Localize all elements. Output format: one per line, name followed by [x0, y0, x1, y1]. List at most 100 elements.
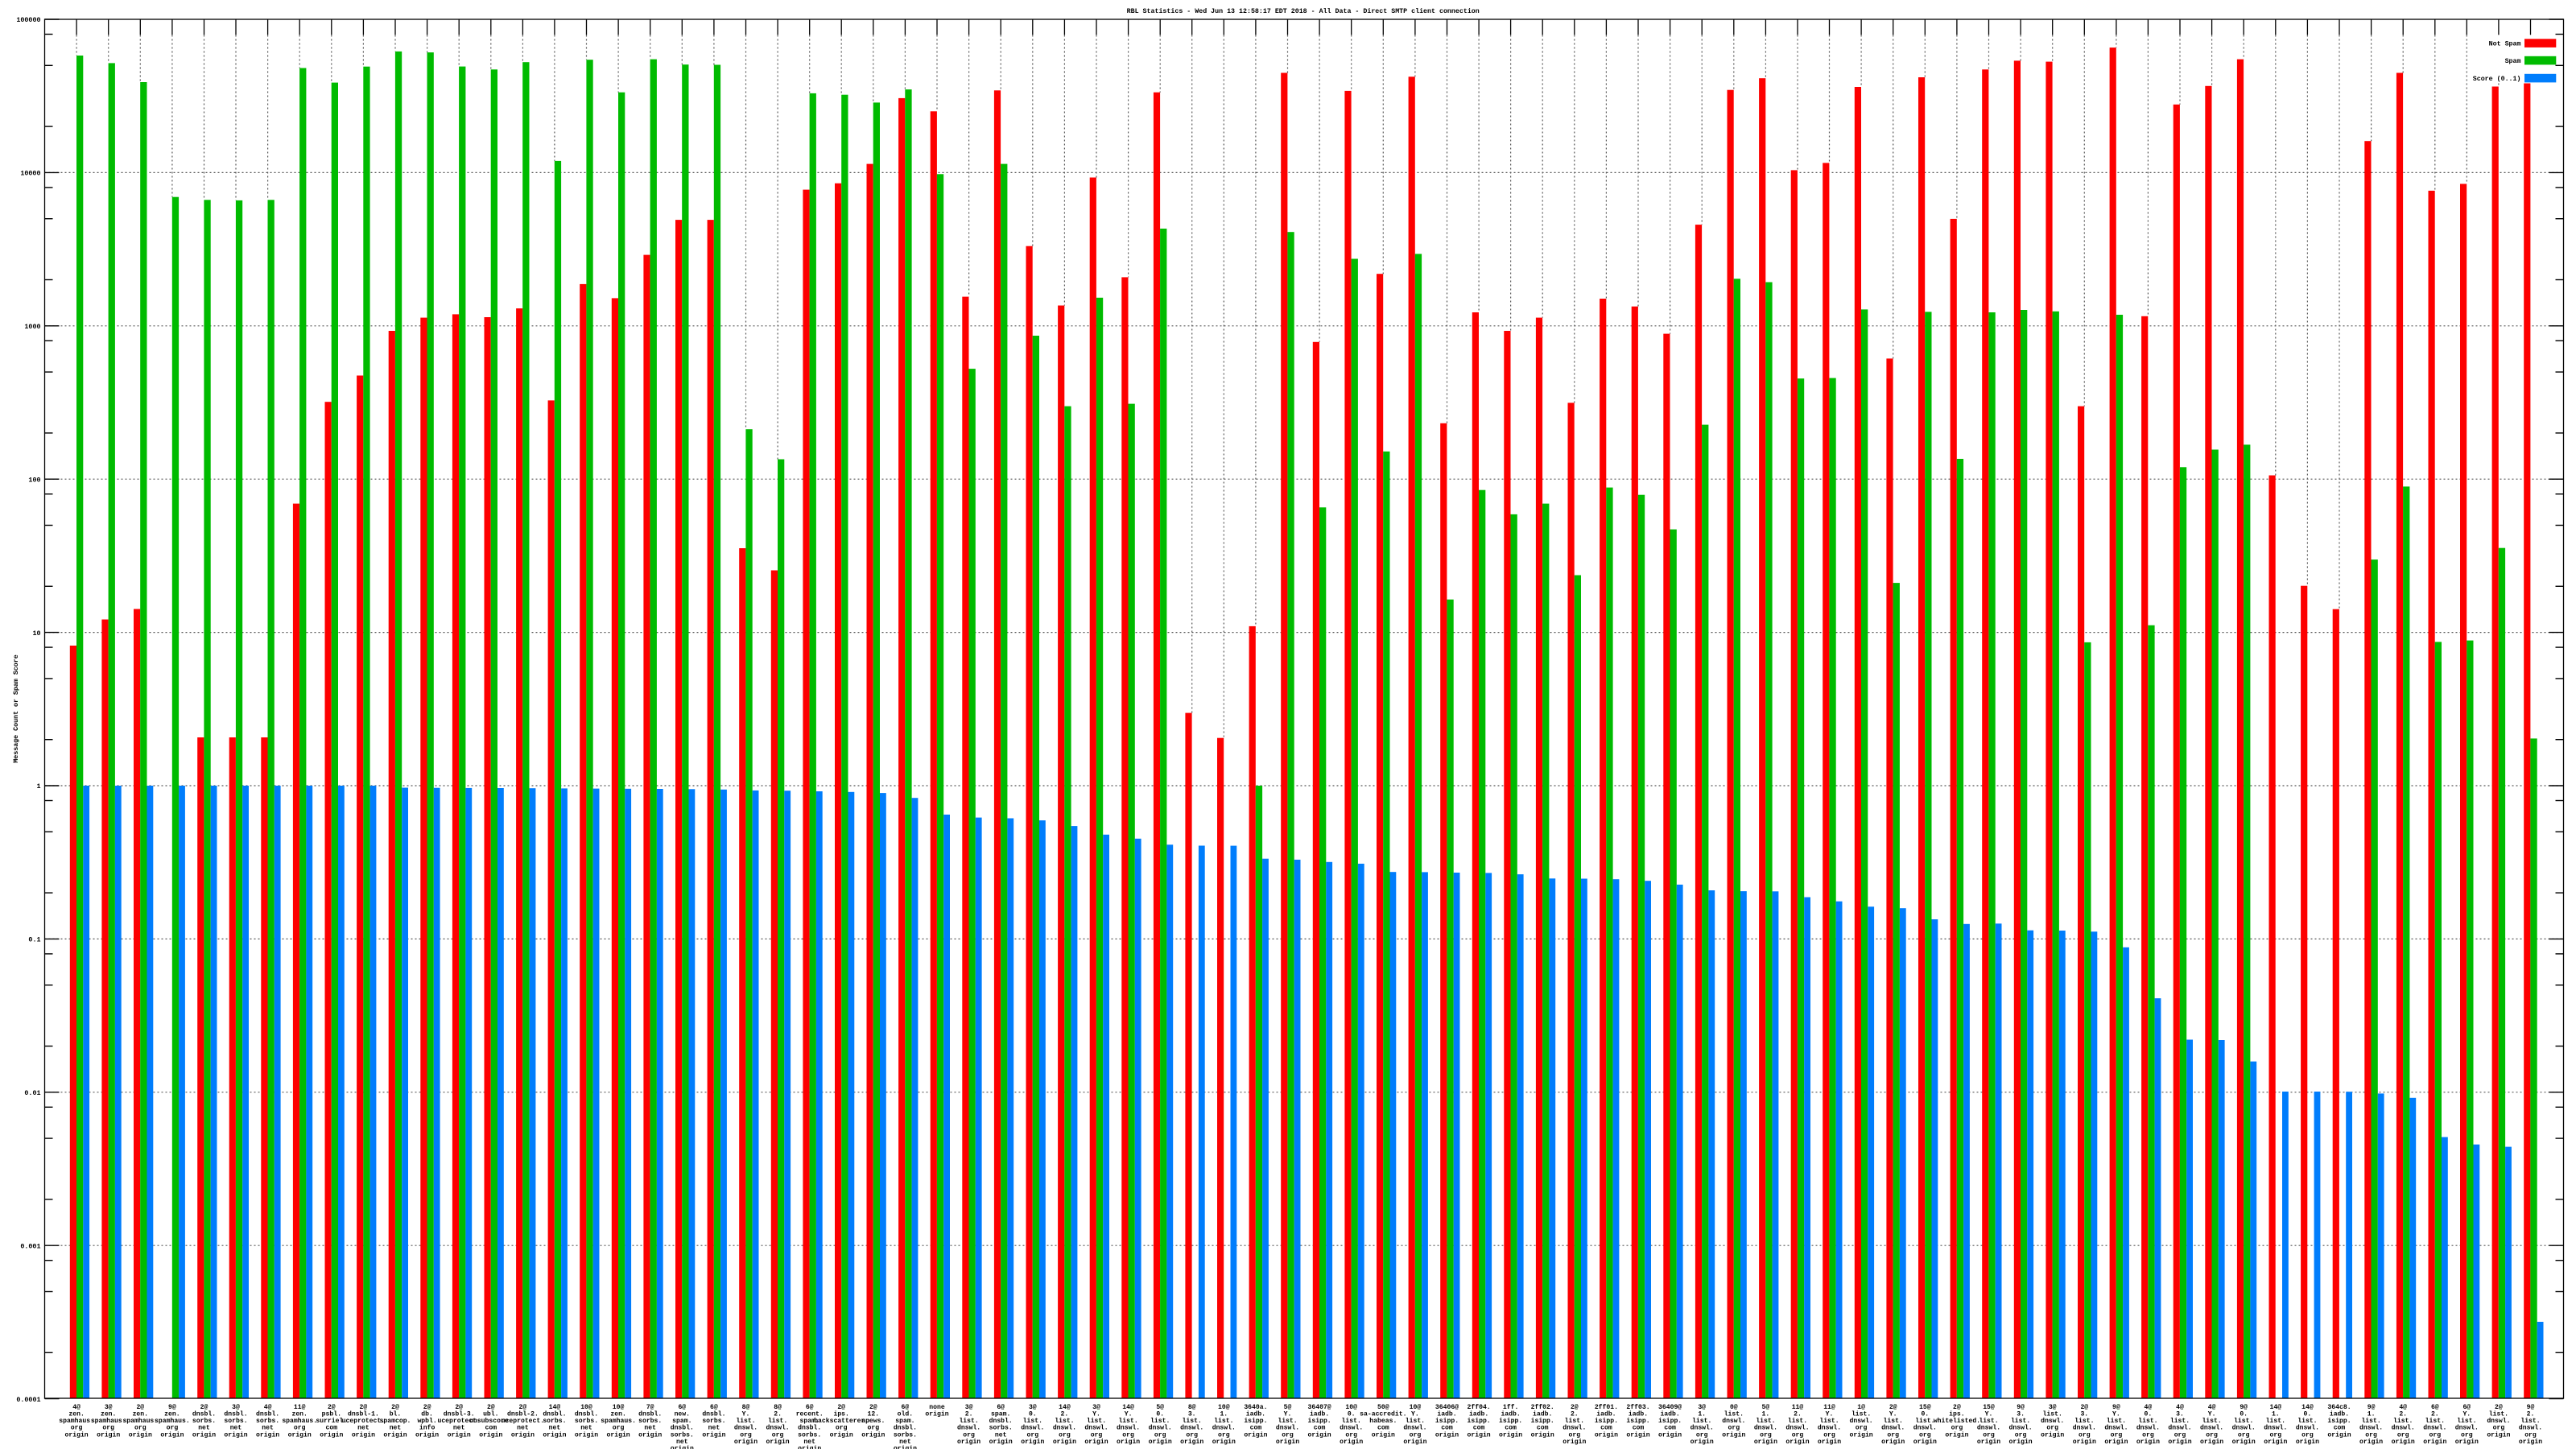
svg-text:1ff.: 1ff. — [1503, 1404, 1518, 1411]
svg-text:psbl.: psbl. — [322, 1411, 341, 1418]
svg-text:Spam: Spam — [2505, 58, 2521, 65]
svg-text:origin: origin — [1785, 1439, 1809, 1446]
svg-text:2@: 2@ — [487, 1404, 495, 1411]
svg-text:origin: origin — [1468, 1431, 1491, 1439]
svg-text:3@: 3@ — [232, 1404, 240, 1411]
svg-text:Y.: Y. — [1985, 1411, 1993, 1418]
svg-text:org: org — [2493, 1425, 2505, 1432]
svg-text:origin: origin — [1658, 1431, 1682, 1439]
svg-text:org: org — [134, 1425, 147, 1432]
svg-text:6@: 6@ — [678, 1404, 686, 1411]
svg-text:org: org — [2015, 1431, 2027, 1439]
svg-text:org: org — [294, 1425, 306, 1432]
svg-text:5@: 5@ — [1284, 1404, 1292, 1411]
svg-text:dnswl.: dnswl. — [1149, 1425, 1172, 1432]
svg-text:dnswl.: dnswl. — [2104, 1425, 2128, 1432]
svg-text:origin: origin — [1403, 1439, 1426, 1446]
svg-text:2.: 2. — [2431, 1411, 2439, 1418]
svg-text:origin: origin — [734, 1439, 758, 1446]
svg-text:sorbs.: sorbs. — [543, 1418, 566, 1425]
svg-text:14@: 14@ — [2270, 1404, 2282, 1411]
svg-text:org: org — [1887, 1431, 1899, 1439]
svg-text:dnswl.: dnswl. — [2041, 1418, 2064, 1425]
svg-text:org: org — [2142, 1431, 2154, 1439]
svg-text:dnswl.: dnswl. — [2296, 1425, 2319, 1432]
svg-text:net: net — [803, 1439, 815, 1446]
svg-text:9@: 9@ — [168, 1404, 176, 1411]
svg-text:origin: origin — [1531, 1431, 1554, 1439]
svg-text:list.: list. — [959, 1418, 978, 1425]
svg-text:origin: origin — [415, 1431, 439, 1439]
svg-text:2ff01.: 2ff01. — [1595, 1404, 1618, 1411]
svg-text:dnsbl.: dnsbl. — [224, 1411, 247, 1418]
svg-text:isipp.: isipp. — [1308, 1418, 1331, 1425]
svg-text:dnswl.: dnswl. — [1021, 1425, 1044, 1432]
svg-text:com: com — [1633, 1425, 1645, 1432]
svg-text:origin: origin — [1021, 1439, 1044, 1446]
svg-text:org: org — [1122, 1431, 1134, 1439]
svg-text:Y.: Y. — [1284, 1411, 1292, 1418]
svg-text:0.: 0. — [1921, 1411, 1929, 1418]
svg-text:org: org — [1951, 1425, 1963, 1432]
svg-text:list.: list. — [1565, 1418, 1584, 1425]
svg-text:origin: origin — [1340, 1439, 1363, 1446]
svg-text:dnswl.: dnswl. — [1276, 1425, 1299, 1432]
svg-text:origin: origin — [1308, 1431, 1331, 1439]
svg-text:sorbs.: sorbs. — [894, 1431, 917, 1439]
svg-text:new.: new. — [675, 1411, 690, 1418]
svg-text:4@: 4@ — [264, 1404, 272, 1411]
svg-text:origin: origin — [2423, 1439, 2446, 1446]
svg-text:com: com — [2334, 1425, 2346, 1432]
svg-text:list.: list. — [1406, 1418, 1425, 1425]
svg-text:list.: list. — [1087, 1418, 1106, 1425]
svg-text:sorbs.: sorbs. — [702, 1418, 725, 1425]
svg-text:dnswl.: dnswl. — [2009, 1425, 2033, 1432]
svg-text:Y.: Y. — [742, 1411, 750, 1418]
svg-text:org: org — [1091, 1431, 1103, 1439]
svg-text:com: com — [1664, 1425, 1676, 1432]
svg-text:zen.: zen. — [101, 1411, 116, 1418]
svg-text:1: 1 — [36, 782, 40, 791]
svg-text:list.: list. — [2170, 1418, 2190, 1425]
svg-text:0.: 0. — [2240, 1411, 2248, 1418]
svg-text:origin: origin — [160, 1431, 184, 1439]
svg-text:dnswl.: dnswl. — [2264, 1425, 2287, 1432]
svg-text:list.: list. — [2425, 1418, 2445, 1425]
svg-text:Y.: Y. — [2112, 1411, 2120, 1418]
svg-text:2.: 2. — [1061, 1411, 1069, 1418]
svg-text:7@: 7@ — [646, 1404, 654, 1411]
svg-text:4@: 4@ — [2208, 1404, 2216, 1411]
svg-text:none: none — [929, 1404, 945, 1411]
svg-text:origin: origin — [2519, 1439, 2542, 1446]
svg-text:2@: 2@ — [455, 1404, 463, 1411]
svg-text:origin: origin — [925, 1411, 948, 1418]
svg-text:list.: list. — [1692, 1418, 1711, 1425]
svg-text:net: net — [517, 1425, 529, 1432]
svg-text:list.: list. — [1023, 1418, 1042, 1425]
svg-text:spamhaus.: spamhaus. — [122, 1418, 158, 1425]
svg-text:isipp.: isipp. — [1595, 1418, 1618, 1425]
svg-text:dnswl.: dnswl. — [2519, 1425, 2542, 1432]
svg-text:2@: 2@ — [519, 1404, 527, 1411]
svg-text:origin: origin — [1435, 1431, 1459, 1439]
svg-text:origin: origin — [1913, 1439, 1937, 1446]
svg-text:100000: 100000 — [16, 16, 40, 24]
svg-text:org: org — [71, 1425, 83, 1432]
svg-text:org: org — [2270, 1431, 2282, 1439]
svg-text:org: org — [740, 1431, 752, 1439]
svg-text:2@: 2@ — [837, 1404, 845, 1411]
svg-text:3.: 3. — [1188, 1411, 1196, 1418]
svg-text:sorbs.: sorbs. — [989, 1425, 1013, 1432]
svg-text:origin: origin — [256, 1431, 279, 1439]
svg-text:isipp.: isipp. — [1468, 1418, 1491, 1425]
svg-text:9@: 9@ — [2368, 1404, 2376, 1411]
svg-text:net: net — [676, 1439, 688, 1446]
svg-text:zen.: zen. — [291, 1411, 307, 1418]
svg-text:3.: 3. — [2080, 1411, 2088, 1418]
svg-text:list.: list. — [2297, 1418, 2317, 1425]
svg-text:dnsbl.: dnsbl. — [894, 1425, 917, 1432]
svg-text:zen.: zen. — [133, 1411, 148, 1418]
svg-text:list.: list. — [1278, 1418, 1297, 1425]
svg-text:12.: 12. — [868, 1411, 880, 1418]
svg-text:org: org — [2429, 1431, 2442, 1439]
